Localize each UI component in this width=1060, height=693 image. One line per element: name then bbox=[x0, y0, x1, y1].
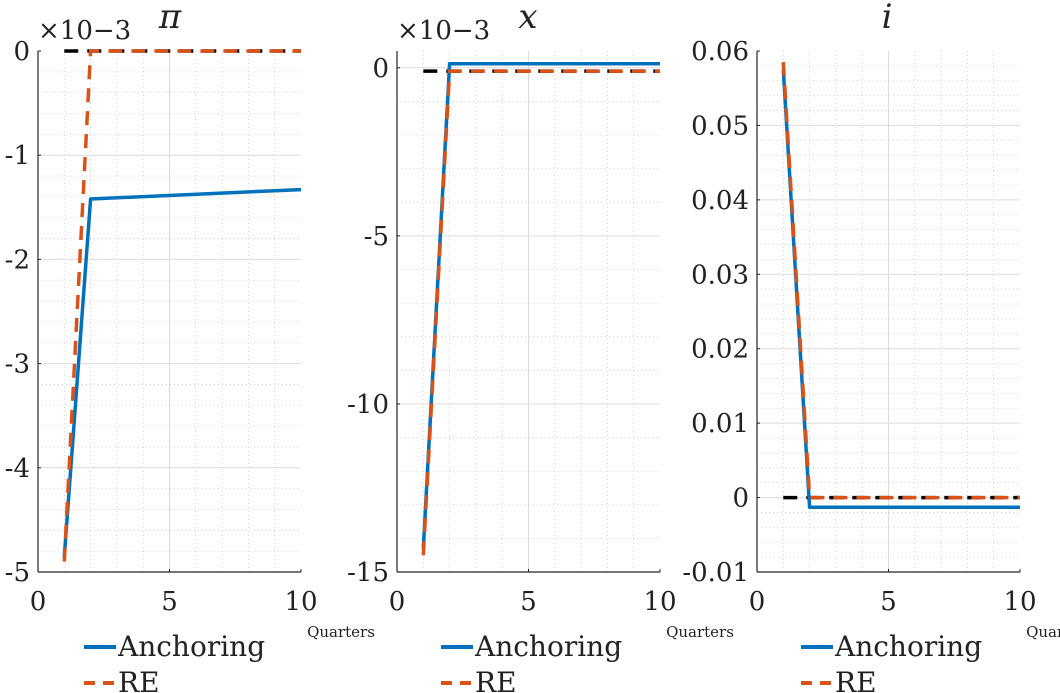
y-tick-label: -2 bbox=[5, 245, 30, 275]
x-tick-label: 5 bbox=[520, 587, 537, 617]
legend-label-anchoring: Anchoring bbox=[117, 630, 265, 663]
series-anchoring bbox=[781, 69, 1020, 509]
y-tick-label: -1 bbox=[5, 141, 30, 171]
y-tick-label: -5 bbox=[364, 222, 389, 252]
y-tick-label: 0.02 bbox=[691, 335, 749, 365]
x-tick-label: 10 bbox=[284, 587, 317, 617]
x-tick-label: 0 bbox=[30, 587, 47, 617]
legend: Anchoring RE bbox=[84, 630, 265, 693]
y-tick-label: 0 bbox=[372, 54, 389, 84]
y-tick-label: 0.06 bbox=[691, 37, 749, 67]
x-tick-label: 10 bbox=[1003, 587, 1036, 617]
panel-x: 0 5 10 0 -5 -10 -15 ×10−3 x Quarters Anchoring RE bbox=[347, 0, 734, 693]
x-tick-label: 0 bbox=[749, 587, 766, 617]
legend-label-re: RE bbox=[835, 666, 877, 693]
series-anchoring bbox=[62, 187, 302, 557]
y-tick-label: -4 bbox=[5, 454, 30, 484]
exponent-label: ×10−3 bbox=[38, 16, 131, 46]
y-tick-label: -15 bbox=[347, 558, 389, 588]
x-axis-label: Quarters bbox=[666, 623, 734, 641]
minor-grid bbox=[38, 51, 301, 572]
minor-grid bbox=[397, 51, 660, 572]
minor-grid bbox=[757, 51, 1020, 572]
y-tick-label: 0 bbox=[13, 37, 30, 67]
chart-title: π bbox=[158, 0, 182, 37]
y-tick-label: 0.03 bbox=[691, 260, 749, 290]
x-axis-label: Quarters bbox=[1026, 623, 1060, 641]
legend-label-re: RE bbox=[475, 666, 517, 693]
y-tick-label: 0.04 bbox=[691, 186, 749, 216]
legend: Anchoring RE bbox=[801, 630, 982, 693]
y-tick-label: 0.05 bbox=[691, 111, 749, 141]
y-tick-label: 0 bbox=[732, 484, 749, 514]
y-tick-label: -10 bbox=[347, 390, 389, 420]
x-tick-label: 10 bbox=[643, 587, 676, 617]
legend-label-anchoring: Anchoring bbox=[474, 630, 622, 663]
x-axis-label: Quarters bbox=[307, 623, 375, 641]
series-re bbox=[62, 49, 301, 562]
major-grid bbox=[38, 51, 301, 572]
y-tick-label: -3 bbox=[5, 350, 30, 380]
exponent-label: ×10−3 bbox=[397, 16, 490, 46]
panel-pi: 0 5 10 0 -1 -2 -3 -4 -5 ×10−3 π Quarters Anchoring RE bbox=[5, 0, 375, 693]
x-tick-label: 5 bbox=[161, 587, 178, 617]
series-re bbox=[781, 62, 1020, 500]
x-tick-label: 0 bbox=[389, 587, 406, 617]
y-tick-label: -5 bbox=[5, 558, 30, 588]
chart-title: x bbox=[518, 0, 537, 37]
chart-title: i bbox=[882, 0, 893, 37]
series-re bbox=[421, 69, 660, 556]
legend-label-anchoring: Anchoring bbox=[834, 630, 982, 663]
panel-i: 05100.060.050.040.030.020.010-0.01iQuart… bbox=[682, 0, 1060, 693]
y-tick-label: 0.01 bbox=[691, 409, 749, 439]
x-tick-label: 5 bbox=[880, 587, 897, 617]
legend-label-re: RE bbox=[118, 666, 160, 693]
y-tick-label: -0.01 bbox=[682, 558, 749, 588]
legend: Anchoring RE bbox=[441, 630, 622, 693]
